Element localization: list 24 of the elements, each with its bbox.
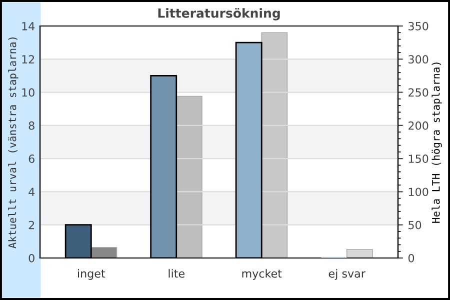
x-tick-label: inget <box>78 269 106 280</box>
y2-tick-label: 300 <box>408 55 428 64</box>
y-tick-label: 12 <box>22 55 34 64</box>
bar <box>346 248 373 258</box>
y2-tick-label: 100 <box>408 188 428 196</box>
y-tick-label: 0 <box>28 254 34 262</box>
x-tick-label: lite <box>168 269 184 278</box>
y-tick-label: 10 <box>22 88 34 97</box>
y2-tick-label: 350 <box>408 22 428 30</box>
chart-title: Litteratursökning <box>158 8 280 20</box>
y2-tick-label: 250 <box>408 88 428 97</box>
y-tick-label: 6 <box>28 154 34 163</box>
x-tick-label: mycket <box>242 269 282 280</box>
y-tick-label: 4 <box>28 188 35 196</box>
y2-axis-title: Hela LTH (högra staplarna) <box>432 62 442 223</box>
y2-tick-label: 200 <box>408 121 428 130</box>
y2-tick-label: 150 <box>408 154 428 163</box>
y2-tick-label: 50 <box>408 220 422 230</box>
y-axis-title: Aktuellt urval (vänstra staplarna) <box>8 38 18 248</box>
y-tick-label: 14 <box>22 22 35 30</box>
y2-tick-label: 0 <box>408 254 414 262</box>
y-tick-label: 2 <box>28 220 34 230</box>
y-tick-label: 8 <box>28 121 34 130</box>
x-tick-label: ej svar <box>328 269 366 280</box>
